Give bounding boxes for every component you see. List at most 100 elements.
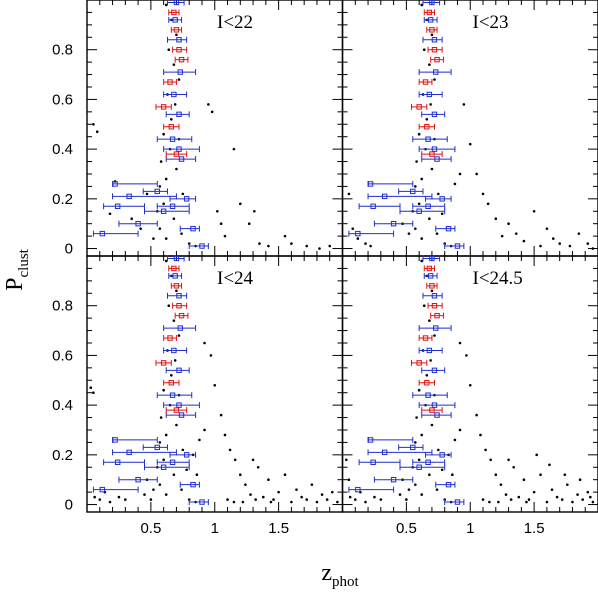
field-point xyxy=(494,473,498,477)
spec-marker xyxy=(169,136,176,142)
field-point xyxy=(175,33,178,37)
field-point xyxy=(92,391,95,394)
field-point xyxy=(145,192,149,196)
field-point xyxy=(175,167,178,171)
field-point xyxy=(244,483,247,486)
x-tick-label: 1.5 xyxy=(268,520,289,537)
field-point xyxy=(465,354,468,357)
spec-marker xyxy=(169,459,176,465)
field-point xyxy=(440,212,444,216)
field-point xyxy=(348,495,352,499)
spec-marker xyxy=(176,111,182,118)
spec-nonmember xyxy=(112,436,158,443)
spec-marker xyxy=(381,193,388,200)
spec-marker xyxy=(431,146,438,152)
y-tick-label: 0.2 xyxy=(52,447,73,464)
spec-member xyxy=(168,9,180,16)
spec-marker xyxy=(370,203,376,209)
spec-marker xyxy=(173,283,180,289)
spec-marker xyxy=(425,203,431,209)
spec-marker xyxy=(160,464,167,470)
field-point xyxy=(414,441,417,444)
spec-nonmember xyxy=(179,481,200,488)
field-point xyxy=(437,192,440,196)
field-point xyxy=(320,493,324,496)
field-point xyxy=(433,334,436,337)
x-tick-label: 0.5 xyxy=(396,520,417,537)
spec-marker xyxy=(431,293,438,299)
spec-marker xyxy=(429,27,435,33)
y-tick-label: 0.4 xyxy=(52,397,73,414)
field-point xyxy=(555,495,559,499)
spec-nonmember xyxy=(412,136,448,143)
field-point xyxy=(325,498,329,501)
spec-marker xyxy=(160,208,167,214)
spec-marker xyxy=(431,37,438,43)
field-point xyxy=(258,242,261,245)
field-point xyxy=(499,483,503,486)
y-tick-label: 0 xyxy=(65,497,73,514)
y-tick-label: 0.6 xyxy=(52,91,73,108)
spec-nonmember xyxy=(412,203,446,210)
spec-nonmember xyxy=(169,195,197,202)
spec-nonmember xyxy=(367,193,433,200)
spec-marker xyxy=(445,225,452,232)
spec-marker xyxy=(172,273,178,279)
spec-marker xyxy=(171,347,177,354)
field-point xyxy=(241,500,245,504)
spec-nonmember xyxy=(444,499,465,506)
field-point xyxy=(233,458,237,462)
field-point xyxy=(425,118,429,121)
field-point xyxy=(173,103,177,106)
field-point xyxy=(468,142,472,146)
field-point xyxy=(420,237,424,240)
field-point xyxy=(429,359,432,362)
spec-marker xyxy=(367,437,374,443)
field-point xyxy=(305,498,309,501)
spec-nonmember xyxy=(166,0,185,6)
spec-nonmember xyxy=(163,325,197,332)
spec-nonmember xyxy=(418,402,456,409)
spec-nonmember xyxy=(422,36,443,43)
spec-nonmember xyxy=(348,230,395,237)
spec-nonmember xyxy=(358,203,401,210)
field-point xyxy=(586,490,590,494)
field-point xyxy=(210,110,214,114)
field-point xyxy=(462,103,466,106)
field-point xyxy=(173,359,177,362)
spec-nonmember xyxy=(143,208,190,215)
spec-member xyxy=(163,123,180,130)
field-point xyxy=(261,495,265,499)
spec-nonmember xyxy=(399,208,446,215)
field-point xyxy=(369,244,372,248)
spec-member xyxy=(172,46,188,53)
field-point xyxy=(149,498,153,501)
spec-nonmember xyxy=(398,444,424,451)
field-point xyxy=(548,463,551,467)
field-point xyxy=(256,465,260,469)
field-point xyxy=(364,500,367,504)
field-point xyxy=(251,458,255,462)
spec-marker xyxy=(173,27,180,33)
spec-nonmember xyxy=(348,486,395,493)
spec-nonmember xyxy=(166,36,188,43)
field-point xyxy=(420,3,424,7)
spec-member xyxy=(421,151,443,158)
panel-label: I<22 xyxy=(217,12,253,33)
field-point xyxy=(203,341,206,345)
field-point xyxy=(95,130,99,134)
spec-nonmember xyxy=(166,255,185,262)
field-point xyxy=(272,498,275,501)
spec-member xyxy=(430,312,444,319)
spec-marker xyxy=(431,111,438,118)
y-axis-title-sub: clust xyxy=(16,248,32,277)
spec-nonmember xyxy=(399,464,446,471)
field-point xyxy=(93,495,96,499)
field-point xyxy=(458,172,462,176)
field-point xyxy=(203,428,206,432)
spec-marker xyxy=(416,360,422,366)
y-axis-title-main: P xyxy=(2,277,28,290)
spec-marker xyxy=(173,407,180,413)
spec-marker xyxy=(381,449,388,456)
field-point xyxy=(180,488,183,491)
